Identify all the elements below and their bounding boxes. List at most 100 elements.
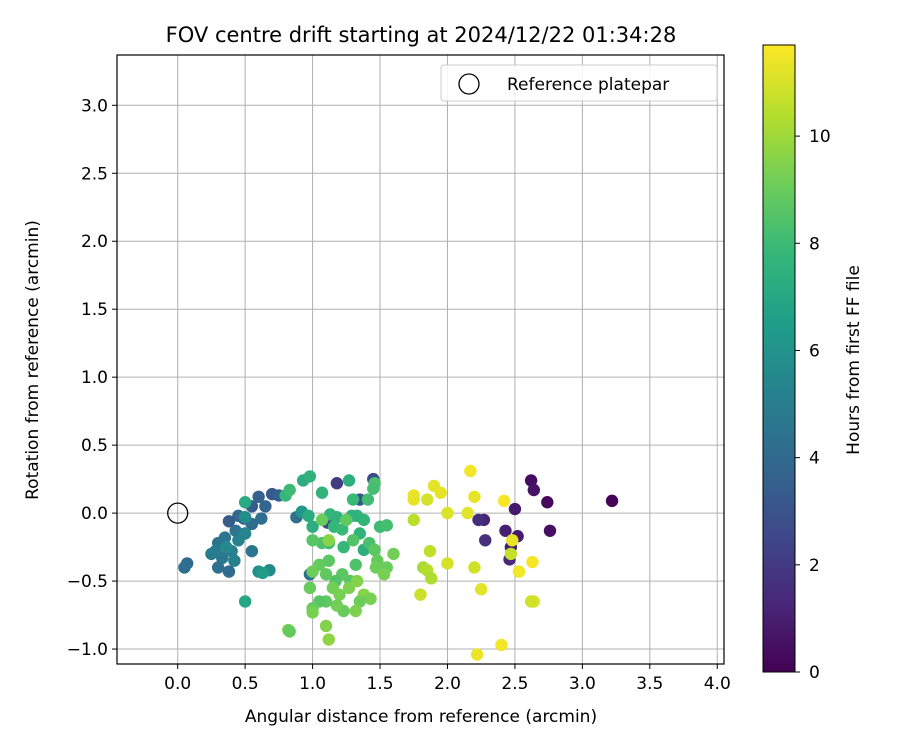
y-tick-label: 1.0 xyxy=(81,368,108,388)
y-tick-label: 1.5 xyxy=(81,300,108,320)
y-tick-label: −0.5 xyxy=(67,572,108,592)
plot-frame xyxy=(116,54,725,665)
scatter-point xyxy=(504,547,518,561)
scatter-point xyxy=(425,572,438,585)
scatter-point xyxy=(524,474,538,487)
scatter-point xyxy=(512,565,526,578)
scatter-point xyxy=(508,502,522,516)
y-tick-label: 3.0 xyxy=(81,96,108,116)
scatter-point xyxy=(222,565,236,578)
scatter-point xyxy=(367,482,380,495)
scatter-point xyxy=(423,544,437,558)
scatter-point xyxy=(302,509,315,523)
scatter-point xyxy=(407,513,420,527)
scatter-point xyxy=(330,477,344,490)
scatter-point xyxy=(322,554,335,567)
scatter-point xyxy=(497,494,511,508)
scatter-point xyxy=(322,534,335,547)
scatter-point xyxy=(349,558,362,571)
scatter-point xyxy=(479,534,492,547)
colorbar-tick-label: 6 xyxy=(809,341,820,361)
scatter-point xyxy=(346,493,360,506)
colorbar-tick-label: 0 xyxy=(809,663,820,683)
scatter-point xyxy=(283,625,296,638)
scatter-point xyxy=(220,540,233,554)
scatter-point xyxy=(495,638,508,652)
scatter-point xyxy=(387,547,400,561)
scatter-point xyxy=(543,524,557,537)
scatter-point xyxy=(342,474,356,487)
legend-frame xyxy=(440,64,718,102)
scatter-point xyxy=(340,513,353,527)
scatter-point xyxy=(434,486,447,499)
y-axis-label: Rotation from reference (arcmin) xyxy=(23,220,43,500)
colorbar-label: Hours from first FF file xyxy=(844,265,864,455)
colorbar-tick-label: 10 xyxy=(809,127,831,147)
scatter-point xyxy=(541,496,554,509)
legend-entry-label: Reference platepar xyxy=(507,75,669,95)
scatter-point xyxy=(205,547,218,561)
scatter-point xyxy=(470,648,484,661)
scatter-point xyxy=(468,490,481,503)
scatter-point xyxy=(377,568,391,581)
scatter-point xyxy=(306,520,319,533)
x-tick-label: 2.0 xyxy=(434,674,461,694)
scatter-point xyxy=(472,513,485,527)
grid-lines xyxy=(117,55,724,664)
scatter-point xyxy=(315,486,329,499)
scatter-point xyxy=(349,604,362,618)
scatter-point xyxy=(229,524,242,537)
scatter-point xyxy=(306,606,319,619)
scatter-point xyxy=(605,494,619,508)
scatter-point xyxy=(337,540,350,554)
y-axis-ticks: −1.0 −0.5 0.0 0.5 1.0 1.5 2.0 2.5 3.0 xyxy=(67,96,117,660)
scatter-point xyxy=(333,588,346,601)
scatter-point xyxy=(369,561,383,574)
scatter-point xyxy=(414,588,427,601)
scatter-point xyxy=(238,527,252,540)
scatter-point xyxy=(357,513,371,527)
scatter-point xyxy=(228,554,241,567)
legend: Reference platepar xyxy=(440,64,718,102)
scatter-point xyxy=(319,568,333,581)
scatter-point xyxy=(216,551,229,565)
scatter-point xyxy=(421,493,434,506)
x-tick-label: 2.5 xyxy=(501,674,528,694)
scatter-point xyxy=(315,513,329,527)
scatter-point xyxy=(306,565,319,578)
y-tick-label: −1.0 xyxy=(67,640,108,660)
scatter-point xyxy=(283,483,296,497)
scatter-point xyxy=(350,574,364,588)
scatter-point xyxy=(527,483,541,497)
y-tick-label: 0.5 xyxy=(81,436,108,456)
scatter-point xyxy=(361,493,375,506)
scatter-point xyxy=(461,506,474,520)
colorbar-tick-label: 2 xyxy=(809,556,820,576)
scatter-point xyxy=(178,561,191,574)
y-tick-label: 2.5 xyxy=(81,164,108,184)
reference-platepar-marker xyxy=(167,502,189,524)
scatter-point xyxy=(380,519,393,532)
scatter-point xyxy=(238,510,252,524)
y-tick-label: 0.0 xyxy=(81,504,108,524)
scatter-point xyxy=(252,490,265,503)
scatter-point xyxy=(211,561,225,574)
colorbar xyxy=(762,44,796,673)
scatter-point xyxy=(238,595,252,608)
x-tick-label: 0.0 xyxy=(164,674,191,694)
colorbar-tick-label: 4 xyxy=(809,449,820,469)
scatter-point xyxy=(346,534,360,547)
scatter-point xyxy=(368,543,381,557)
scatter-point xyxy=(464,464,477,478)
scatter-point xyxy=(342,581,356,595)
scatter-point xyxy=(330,510,344,524)
scatter-point xyxy=(468,561,481,574)
x-tick-label: 0.5 xyxy=(232,674,259,694)
scatter-point xyxy=(353,595,366,608)
x-tick-label: 1.0 xyxy=(299,674,326,694)
scatter-point xyxy=(407,493,420,506)
scatter-point xyxy=(441,506,454,520)
scatter-point xyxy=(306,534,319,547)
